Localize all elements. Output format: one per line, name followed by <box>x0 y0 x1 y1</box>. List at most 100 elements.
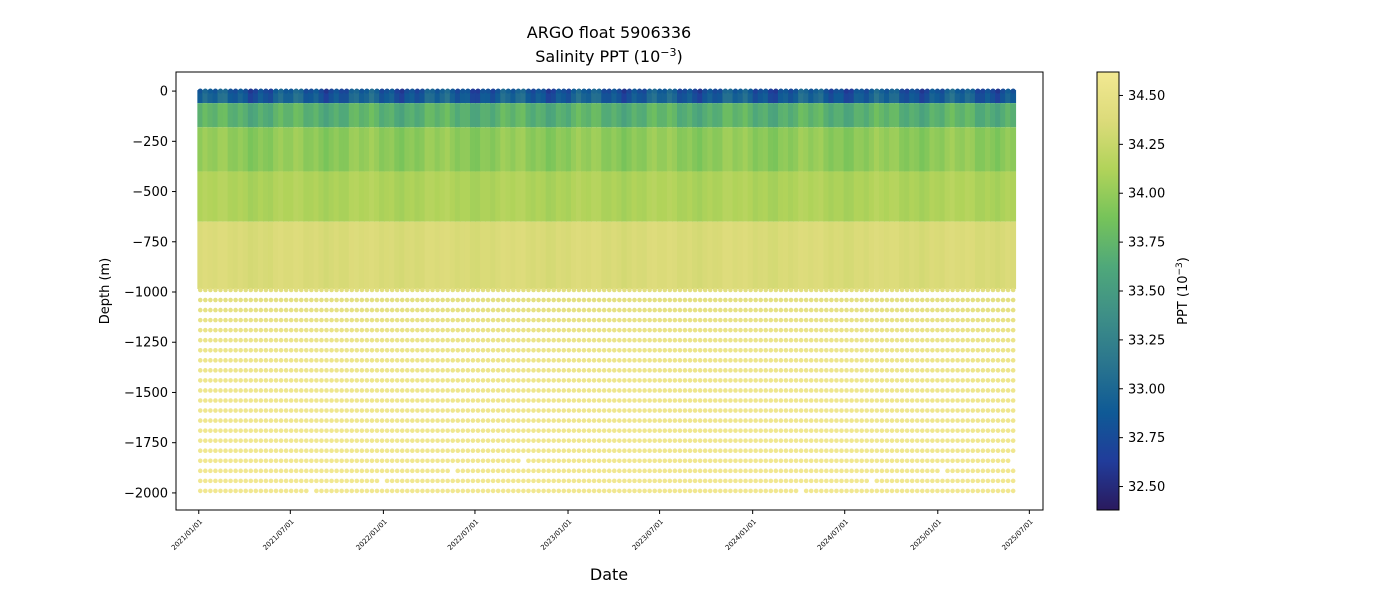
deep-point <box>415 327 420 333</box>
deep-point <box>723 388 728 393</box>
deep-point <box>773 398 779 403</box>
deep-point <box>389 448 395 454</box>
deep-point <box>899 297 905 303</box>
deep-point <box>839 358 844 363</box>
deep-point <box>485 287 491 293</box>
deep-point <box>829 368 834 373</box>
deep-point <box>687 398 693 403</box>
deep-point <box>925 287 930 293</box>
deep-point <box>374 317 380 323</box>
deep-point <box>364 398 370 403</box>
deep-point <box>712 458 718 464</box>
deep-point <box>652 378 657 383</box>
deep-point <box>319 337 324 343</box>
deep-point <box>940 388 945 393</box>
deep-point <box>324 428 329 433</box>
deep-point <box>899 488 905 494</box>
deep-point <box>1000 287 1006 293</box>
deep-point <box>889 378 895 383</box>
deep-point <box>218 428 223 433</box>
deep-point <box>672 327 678 333</box>
deep-point <box>869 438 875 443</box>
surface-point <box>500 88 506 94</box>
deep-point <box>803 287 809 293</box>
deep-point <box>692 388 698 393</box>
deep-point <box>829 428 834 433</box>
deep-point <box>647 478 652 484</box>
deep-point <box>440 408 445 413</box>
deep-point <box>652 388 657 393</box>
deep-point <box>561 378 567 383</box>
deep-point <box>733 428 738 433</box>
deep-point <box>818 287 824 293</box>
deep-point <box>268 488 274 494</box>
deep-point <box>359 297 365 303</box>
deep-point <box>723 438 728 443</box>
deep-point <box>500 488 506 494</box>
deep-point <box>677 428 683 433</box>
deep-point <box>955 307 960 313</box>
deep-point <box>919 287 925 293</box>
deep-point <box>925 468 930 474</box>
deep-point <box>304 418 309 423</box>
deep-point <box>551 438 557 443</box>
profile <box>712 90 719 289</box>
plot-area <box>197 88 1017 494</box>
profile <box>237 90 244 289</box>
profile <box>919 90 926 289</box>
deep-point <box>349 388 355 393</box>
deep-point <box>541 337 546 343</box>
surface-point <box>440 88 446 94</box>
deep-point <box>268 317 274 323</box>
deep-point <box>243 438 249 443</box>
surface-point <box>672 88 678 94</box>
deep-point <box>354 378 360 383</box>
deep-point <box>803 358 809 363</box>
deep-point <box>834 358 839 363</box>
deep-point <box>197 358 203 363</box>
surface-point <box>520 88 527 94</box>
deep-point <box>970 368 976 373</box>
deep-point <box>738 327 743 333</box>
deep-point <box>909 368 915 373</box>
deep-point <box>697 287 703 293</box>
deep-point <box>334 448 339 454</box>
profile <box>591 90 598 289</box>
profile <box>439 90 446 289</box>
deep-point <box>601 297 607 303</box>
deep-point <box>738 448 743 454</box>
deep-point <box>788 438 794 443</box>
deep-point <box>339 287 344 293</box>
deep-point <box>253 488 259 494</box>
deep-point <box>773 337 779 343</box>
deep-point <box>475 337 481 343</box>
deep-point <box>803 307 809 313</box>
deep-point <box>591 337 597 343</box>
deep-point <box>354 368 360 373</box>
deep-point <box>425 378 430 383</box>
deep-point <box>293 378 299 383</box>
profile <box>323 90 330 289</box>
deep-point <box>909 468 915 474</box>
deep-point <box>521 297 526 303</box>
deep-point <box>228 378 233 383</box>
deep-point <box>808 418 814 423</box>
deep-point <box>399 488 405 494</box>
deep-point <box>546 488 551 494</box>
deep-point <box>435 307 440 313</box>
deep-point <box>283 488 289 494</box>
deep-point <box>995 337 1001 343</box>
deep-point <box>541 297 546 303</box>
deep-point <box>203 368 208 373</box>
deep-point <box>228 398 233 403</box>
deep-point <box>647 458 652 464</box>
deep-point <box>738 337 743 343</box>
deep-point <box>758 428 764 433</box>
deep-point <box>813 388 819 393</box>
deep-point <box>940 378 945 383</box>
deep-point <box>258 458 264 464</box>
deep-point <box>359 458 365 464</box>
surface-point <box>197 88 203 94</box>
deep-point <box>223 358 228 363</box>
deep-point <box>404 388 410 393</box>
